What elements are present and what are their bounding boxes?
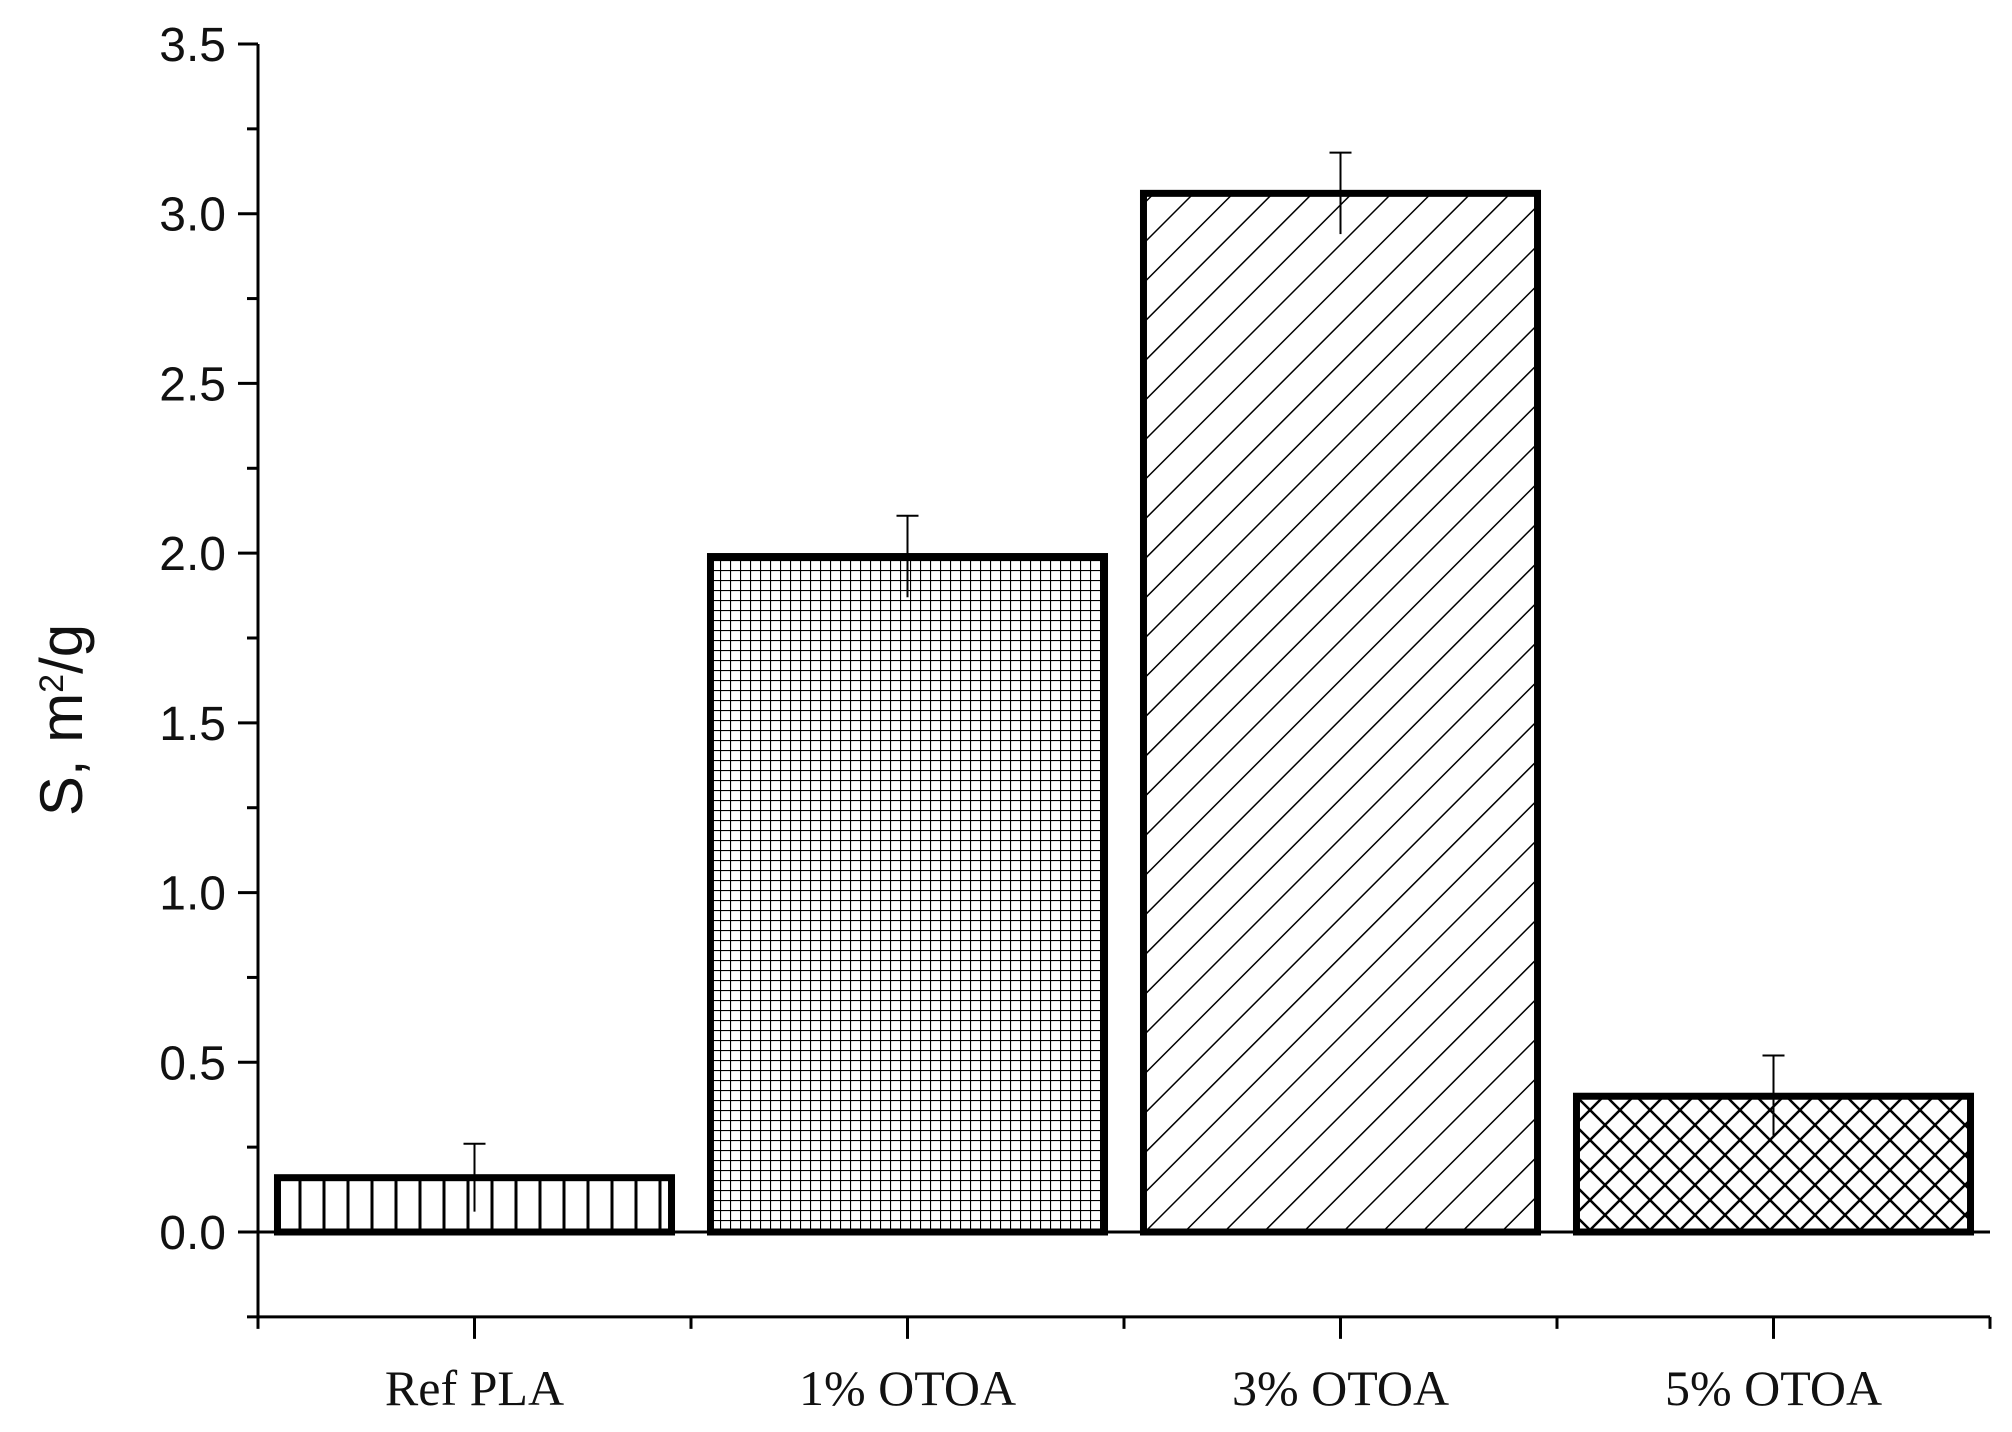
error-bars xyxy=(463,151,1785,1212)
bar-3 xyxy=(1139,189,1542,1236)
y-tick-label: 1.5 xyxy=(159,698,226,751)
y-axis-ticks: 0.0 0.5 1.0 1.5 2.0 2.5 3.0 3.5 xyxy=(159,19,258,1319)
y-tick-label: 1.0 xyxy=(159,868,226,921)
y-tick-label: 3.0 xyxy=(159,189,226,242)
x-tick-label: 1% OTOA xyxy=(799,1360,1016,1416)
y-tick-label: 2.5 xyxy=(159,358,226,411)
x-tick-label: Ref PLA xyxy=(385,1360,564,1416)
y-axis-title-prefix: S, m xyxy=(28,693,95,816)
y-tick-label: 0.0 xyxy=(159,1207,226,1260)
y-tick-label: 0.5 xyxy=(159,1037,226,1090)
y-tick-label: 3.5 xyxy=(159,19,226,72)
y-axis-title-superscript: 2 xyxy=(33,674,71,693)
x-tick-label: 5% OTOA xyxy=(1665,1360,1882,1416)
x-axis-ticks: Ref PLA 1% OTOA 3% OTOA 5% OTOA xyxy=(256,1316,1992,1416)
y-tick-label: 2.0 xyxy=(159,528,226,581)
bars xyxy=(273,189,1975,1236)
x-tick-label: 3% OTOA xyxy=(1232,1360,1449,1416)
y-axis-title-suffix: /g xyxy=(28,624,95,674)
bar-2 xyxy=(706,553,1109,1236)
y-axis-title: S, m2/g xyxy=(28,624,95,816)
